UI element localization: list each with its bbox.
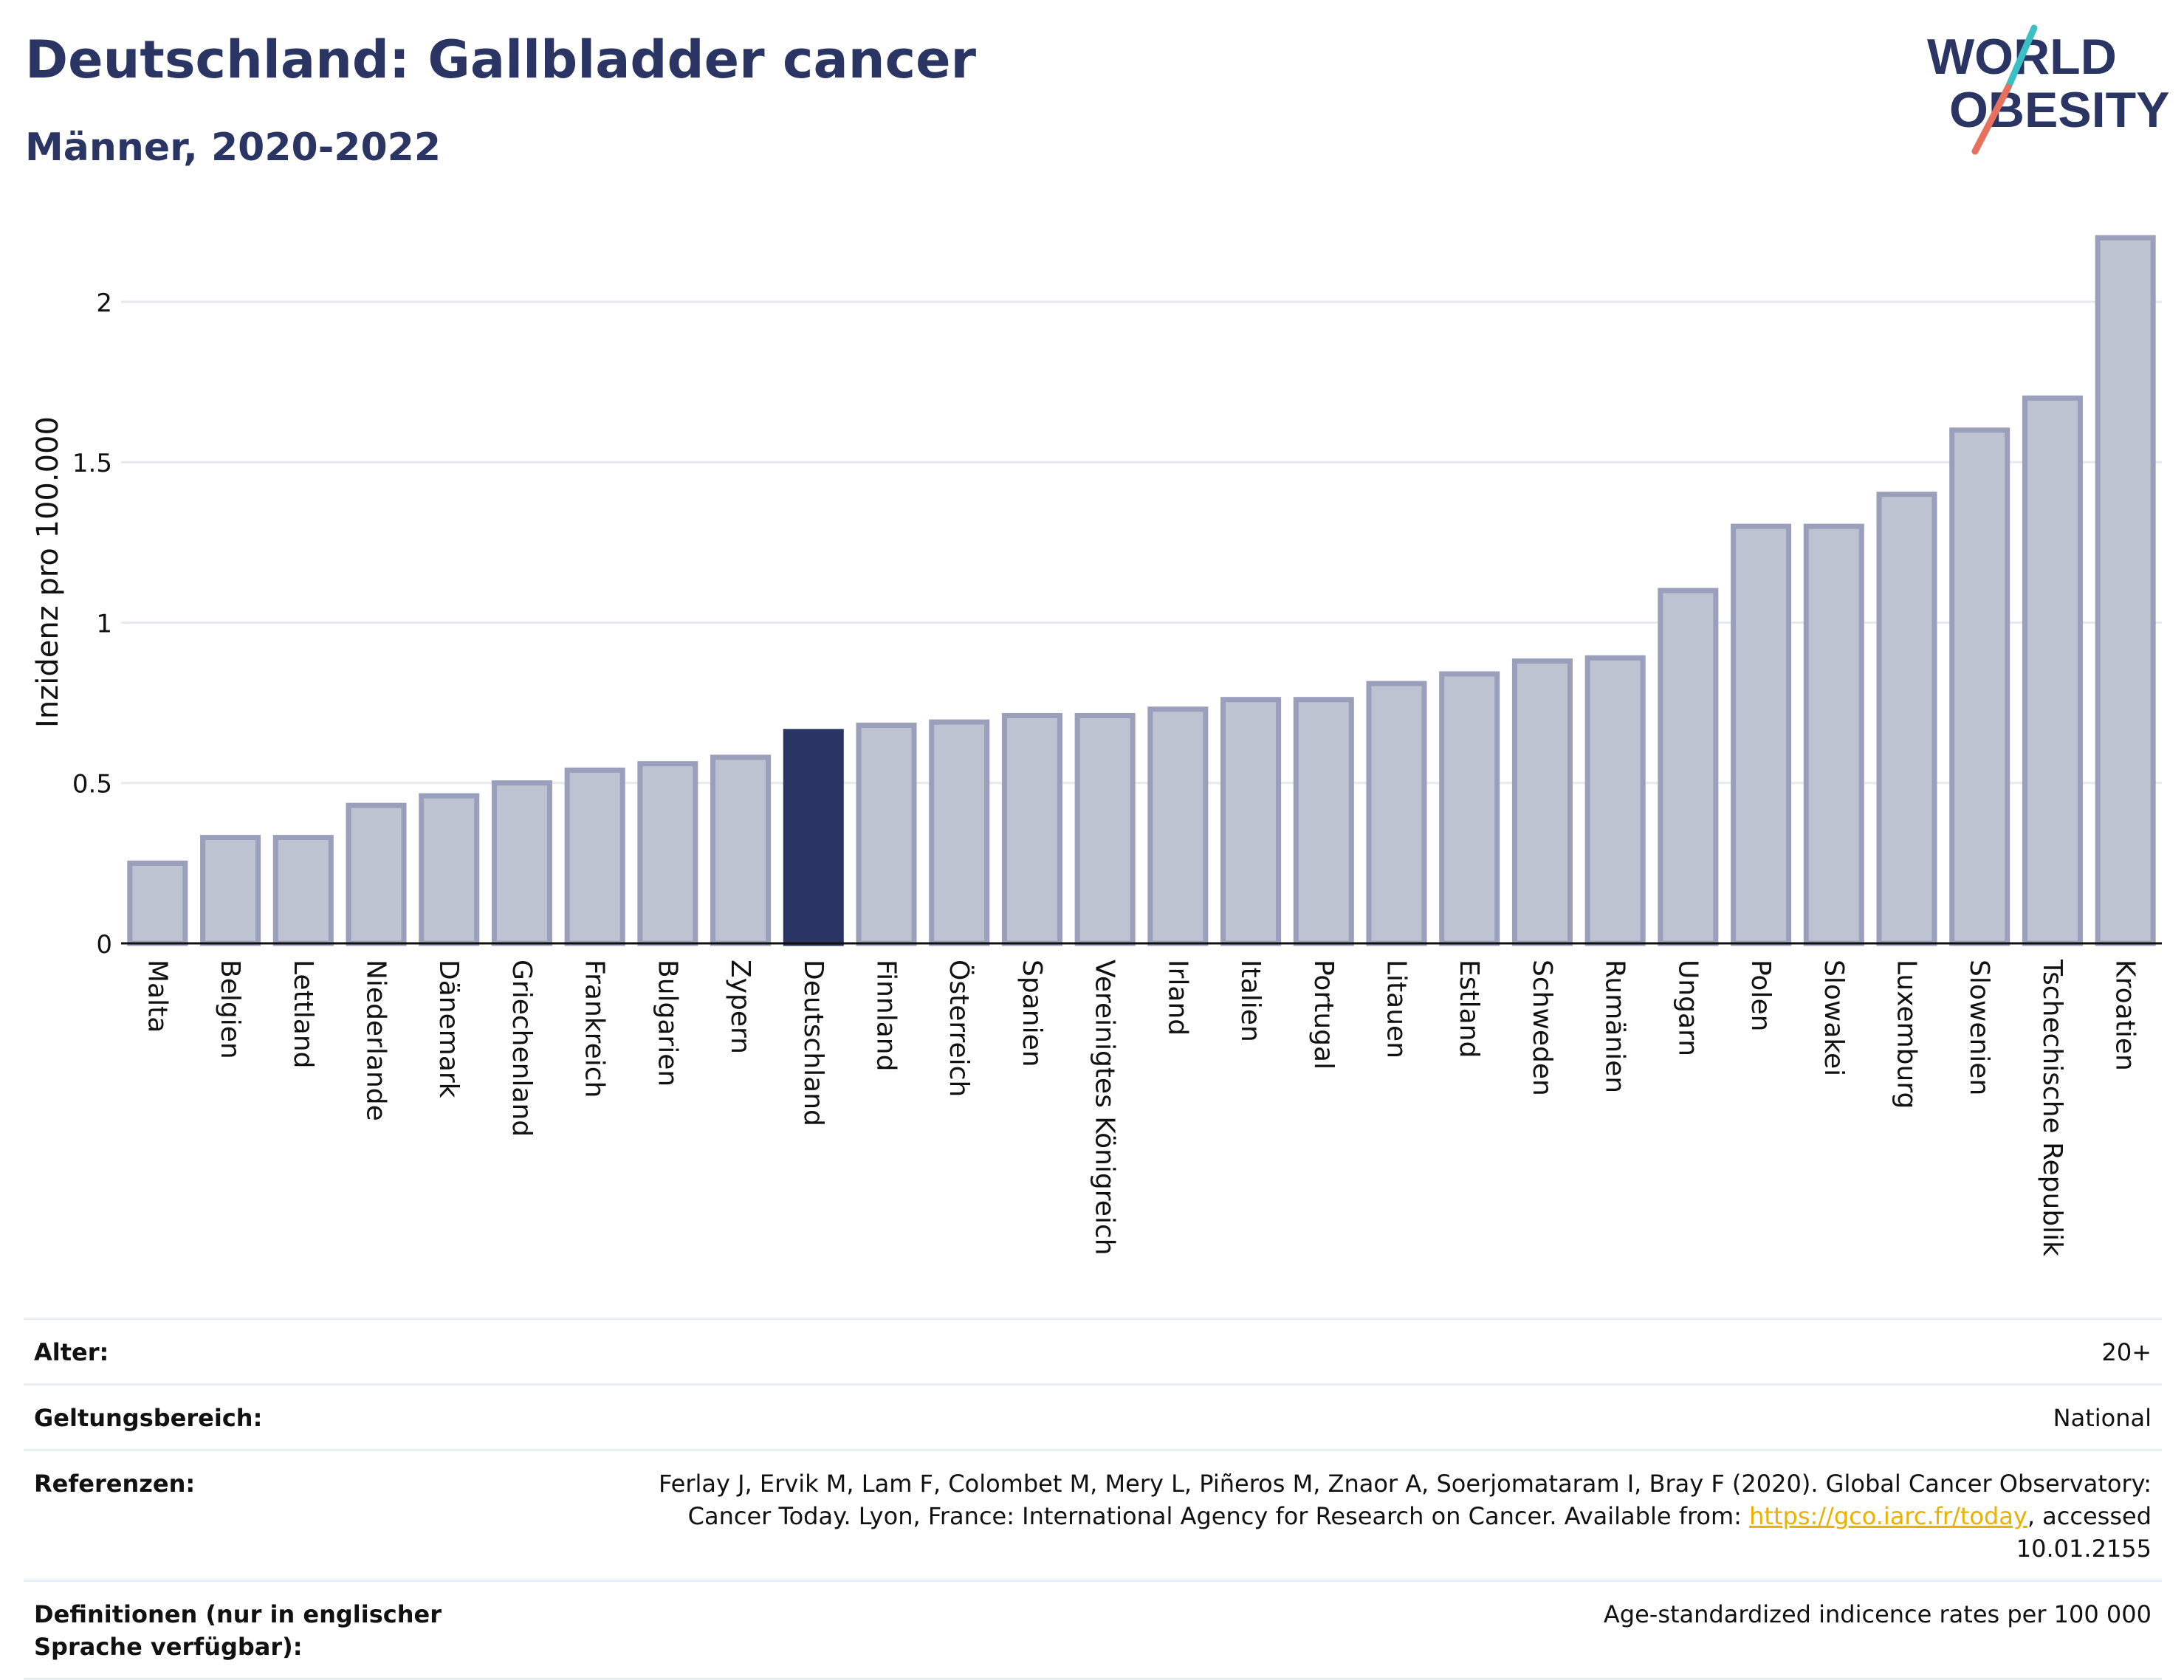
- x-tick-label: Niederlande: [361, 960, 391, 1121]
- x-tick-label: Spanien: [1017, 960, 1047, 1067]
- bar-ungarn: [1658, 588, 1719, 946]
- bar-slowakei: [1803, 523, 1864, 946]
- y-tick-label: 1.5: [72, 449, 112, 478]
- bar-slowenien: [1949, 427, 2010, 946]
- world-obesity-logo: WORLD OBESITY: [1927, 24, 2170, 155]
- x-tick-label: Slowakei: [1819, 960, 1849, 1076]
- x-tick-label: Kroatien: [2110, 960, 2140, 1071]
- bar-lettland: [272, 835, 334, 946]
- bar-litauen: [1366, 681, 1427, 946]
- bar-bulgarien: [637, 761, 698, 946]
- references-text-2: , accessed 10.01.2155: [2016, 1502, 2152, 1563]
- bar-tschechische-republik: [2022, 395, 2083, 946]
- bar-irland: [1147, 706, 1209, 946]
- bar-estland: [1439, 671, 1500, 946]
- x-tick-label: Slowenien: [1964, 960, 1994, 1095]
- x-tick-labels: Malta Belgien Lettland Niederlande Dänemark G…: [142, 959, 2140, 1256]
- x-tick-label: Italien: [1235, 960, 1266, 1042]
- y-tick-label: 0: [96, 930, 112, 960]
- meta-row-scope: Geltungsbereich: National: [24, 1383, 2162, 1449]
- bar-luxemburg: [1876, 492, 1937, 946]
- bar-zypern: [710, 754, 772, 946]
- bars: [127, 235, 2156, 946]
- bar-spanien: [1001, 712, 1062, 946]
- references-value: Ferlay J, Ervik M, Lam F, Colombet M, Me…: [601, 1467, 2152, 1565]
- x-tick-label: Dänemark: [433, 960, 464, 1098]
- chart-title: Deutschland: Gallbladder cancer: [25, 30, 977, 90]
- x-tick-label: Griechenland: [506, 960, 537, 1137]
- y-tick-labels: 0 0.5 1 1.5 2: [72, 289, 112, 960]
- scope-value: National: [2053, 1404, 2152, 1432]
- bar-frankreich: [564, 767, 625, 946]
- x-tick-label: Polen: [1745, 960, 1776, 1031]
- bar-kroatien: [2095, 235, 2156, 946]
- references-label: Referenzen:: [34, 1470, 196, 1498]
- chart-subtitle: Männer, 2020-2022: [25, 125, 442, 170]
- metadata-table: Alter: 20+ Geltungsbereich: National Ref…: [24, 1318, 2162, 1680]
- bar-polen: [1731, 523, 1792, 946]
- age-value: 20+: [2101, 1338, 2152, 1366]
- bar-österreich: [929, 719, 990, 946]
- references-link[interactable]: https://gco.iarc.fr/today: [1749, 1502, 2027, 1530]
- x-tick-label: Tschechische Republik: [2037, 959, 2067, 1256]
- logo-slash-coral: [1971, 83, 2012, 155]
- definitions-label: Definitionen (nur in englischer Sprache …: [34, 1600, 442, 1661]
- bar-belgien: [200, 835, 261, 946]
- y-tick-label: 2: [96, 289, 112, 318]
- x-tick-label: Zypern: [725, 960, 755, 1054]
- y-axis-label: Inzidenz pro 100.000: [31, 416, 65, 728]
- meta-row-definitions: Definitionen (nur in englischer Sprache …: [24, 1580, 2162, 1680]
- x-tick-label: Luxemburg: [1892, 960, 1922, 1109]
- bar-griechenland: [491, 780, 552, 946]
- bar-rumänien: [1584, 655, 1646, 946]
- logo-slash-teal: [2005, 24, 2038, 91]
- x-tick-label: Portugal: [1308, 960, 1339, 1070]
- x-tick-label: Bulgarien: [652, 960, 682, 1087]
- bar-italien: [1220, 697, 1282, 946]
- bar-chart: 0 0.5 1 1.5 2 Malta Belgien Lettland Niederland…: [31, 235, 2162, 1256]
- bar-dänemark: [419, 793, 480, 946]
- x-tick-label: Österreich: [944, 960, 975, 1097]
- bar-niederlande: [346, 802, 407, 946]
- age-label: Alter:: [34, 1338, 109, 1366]
- scope-label: Geltungsbereich:: [34, 1404, 263, 1432]
- bar-schweden: [1511, 658, 1573, 946]
- x-tick-label: Ungarn: [1672, 960, 1703, 1056]
- x-tick-label: Litauen: [1381, 960, 1412, 1058]
- references-text-1: Ferlay J, Ervik M, Lam F, Colombet M, Me…: [659, 1470, 2152, 1530]
- meta-row-references: Referenzen: Ferlay J, Ervik M, Lam F, Co…: [24, 1449, 2162, 1580]
- bar-portugal: [1293, 697, 1354, 946]
- x-tick-label: Lettland: [288, 960, 318, 1069]
- y-tick-label: 0.5: [72, 770, 112, 799]
- x-tick-label: Rumänien: [1600, 960, 1630, 1093]
- x-tick-label: Malta: [142, 960, 172, 1033]
- bar-finnland: [856, 723, 917, 946]
- x-tick-label: Deutschland: [798, 960, 828, 1126]
- y-tick-label: 1: [96, 609, 112, 638]
- x-tick-label: Finnland: [871, 960, 902, 1071]
- x-tick-label: Irland: [1162, 960, 1192, 1036]
- meta-row-age: Alter: 20+: [24, 1318, 2162, 1383]
- x-tick-label: Vereinigtes Königreich: [1090, 960, 1120, 1256]
- bar-malta: [127, 860, 188, 946]
- definitions-value: Age-standardized indicence rates per 100…: [1603, 1600, 2152, 1628]
- x-tick-label: Belgien: [215, 960, 245, 1059]
- bar-vereinigtes-königreich: [1074, 712, 1136, 946]
- x-tick-label: Frankreich: [580, 960, 610, 1098]
- bar-deutschland: [783, 729, 844, 946]
- x-tick-label: Estland: [1454, 960, 1484, 1058]
- x-tick-label: Schweden: [1527, 960, 1557, 1096]
